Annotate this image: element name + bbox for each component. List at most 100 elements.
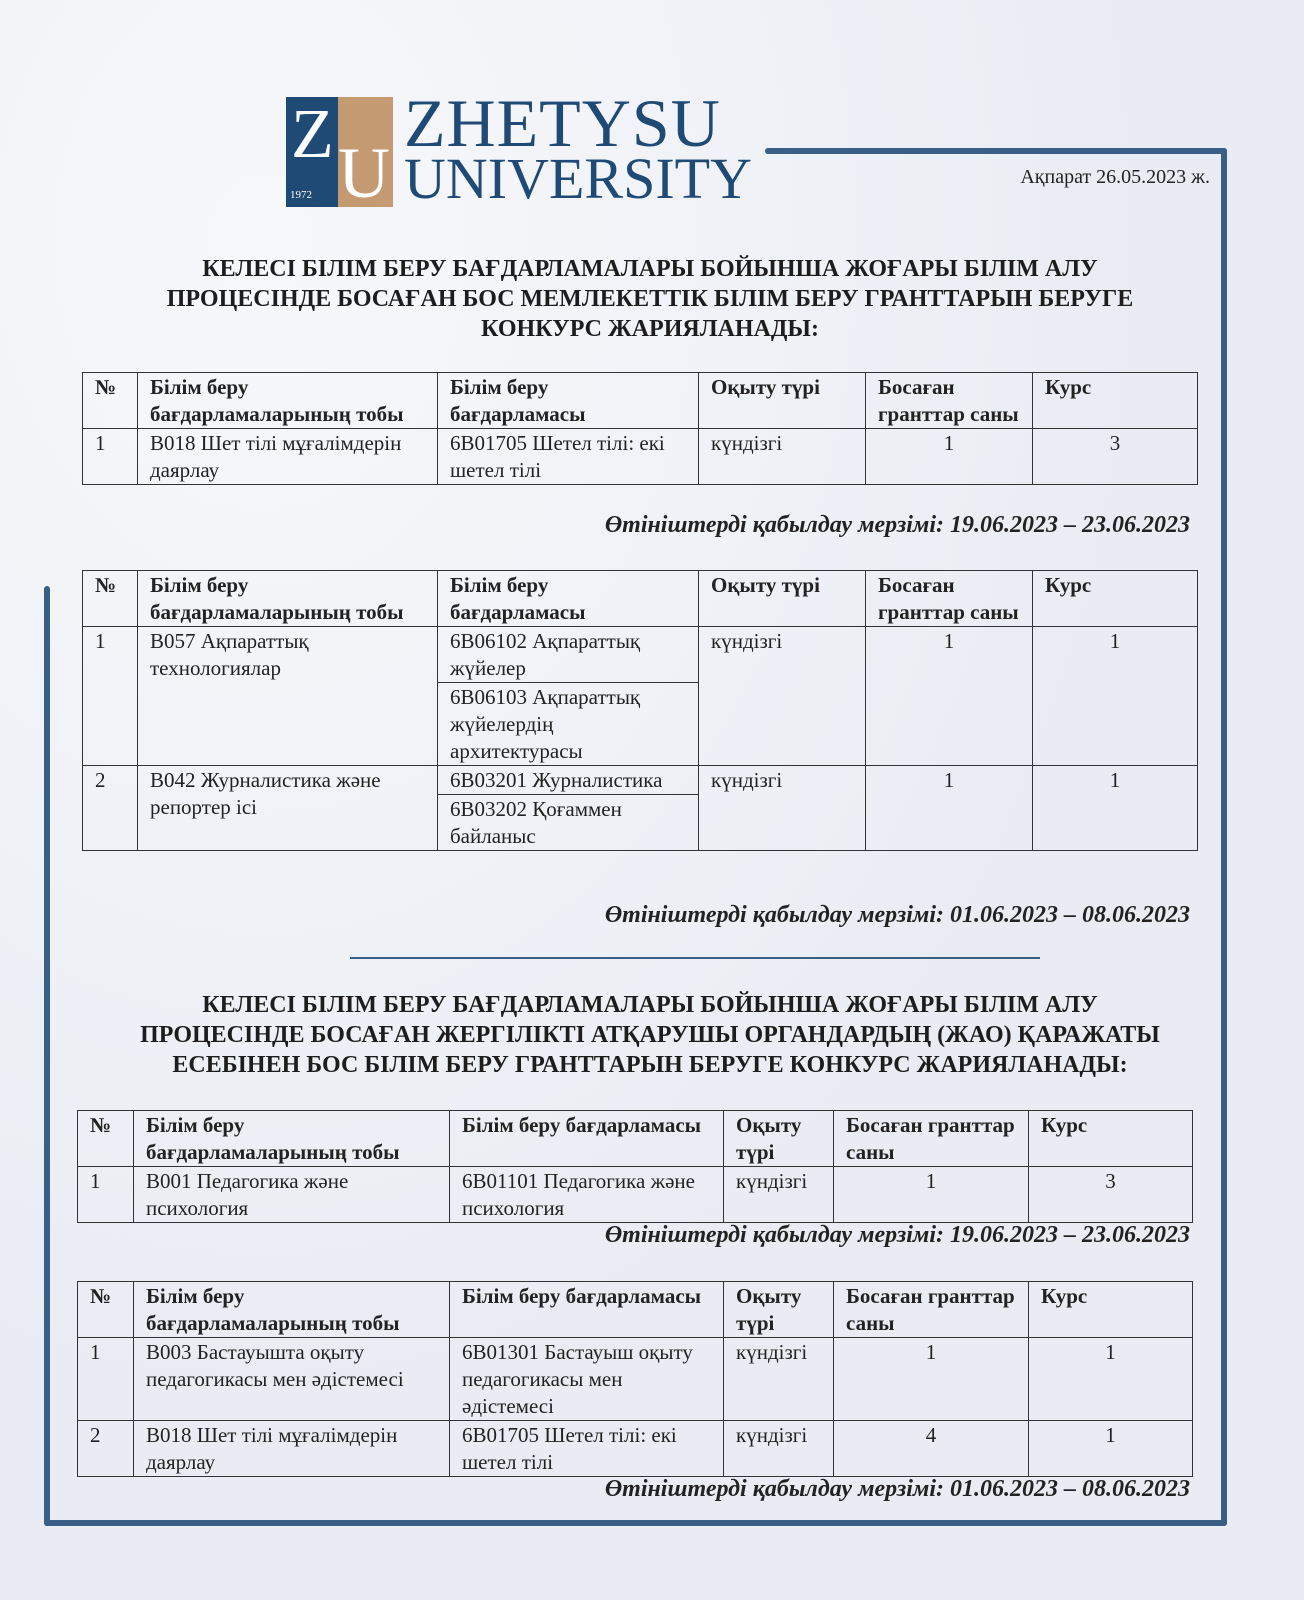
grant-count: 1 (865, 626, 1033, 766)
column-header: Білім беру бағдарламаларының тобы (137, 570, 438, 627)
column-header: Оқыту түрі (698, 570, 866, 627)
study-form: күндізгі (723, 1337, 834, 1421)
education-program: 6В01705 Шетел тілі: екі шетел тілі (437, 428, 699, 485)
heading-line: КОНКУРС ЖАРИЯЛАНАДЫ: (481, 316, 819, 342)
row-number: 2 (82, 765, 138, 851)
application-deadline: Өтініштерді қабылдау мерзімі: 01.06.2023… (604, 1476, 1190, 1502)
column-header: Білім беру бағдарламаларының тобы (133, 1110, 450, 1167)
column-header: Оқыту түрі (698, 372, 866, 429)
logo-u-block (338, 97, 393, 207)
study-form: күндізгі (698, 765, 866, 851)
course: 3 (1032, 428, 1198, 485)
frame-right (1221, 148, 1227, 1526)
heading-line: ПРОЦЕСІНДЕ БОСАҒАН ЖЕРГІЛІКТІ АТҚАРУШЫ О… (140, 1022, 1160, 1048)
table-row: 1 В018 Шет тілі мұғалімдерін даярлау 6В017… (82, 428, 1198, 485)
table-row: 6В03202 Қоғаммен байланыс (83, 794, 1198, 851)
education-program: 6В06102 Ақпараттық жүйелер (437, 626, 699, 683)
education-program: 6В01301 Бастауыш оқыту педагогикасы мен … (449, 1337, 724, 1421)
program-group: В057 Ақпараттық технологиялар (137, 626, 438, 766)
logo-u: U (338, 133, 390, 213)
table-header-row: № Білім беру бағдарламаларының тобы Білім … (77, 1110, 1193, 1167)
logo-z-block: Z 1972 (286, 96, 338, 207)
table-row: 1 В003 Бастауышта оқыту педагогикасы мен … (77, 1337, 1193, 1421)
program-group: В018 Шет тілі мұғалімдерін даярлау (137, 428, 438, 485)
logo-year: 1972 (290, 189, 312, 201)
education-program: 6В03202 Қоғаммен байланыс (437, 794, 699, 851)
heading-line: ПРОЦЕСІНДЕ БОСАҒАН БОС МЕМЛЕКЕТТІК БІЛІМ… (166, 286, 1134, 312)
column-header: Курс (1032, 570, 1198, 627)
table-header-row: № Білім беру бағдарламаларының тобы Білім … (77, 1281, 1193, 1338)
column-header: № (82, 372, 138, 429)
table-row: 1 В057 Ақпараттық технологиялар 6В06102 Ақ… (82, 626, 1198, 766)
heading-state-grants: КЕЛЕСІ БІЛІМ БЕРУ БАҒДАРЛАМАЛАРЫ БОЙЫНША… (60, 254, 1240, 344)
column-header: Білім беру бағдарламасы (449, 1110, 724, 1167)
grant-count: 1 (833, 1166, 1029, 1223)
column-header: Курс (1028, 1281, 1193, 1338)
study-form: күндізгі (723, 1166, 834, 1223)
application-deadline: Өтініштерді қабылдау мерзімі: 19.06.2023… (604, 512, 1190, 538)
application-deadline: Өтініштерді қабылдау мерзімі: 01.06.2023… (604, 902, 1190, 928)
table-row: 1 В001 Педагогика және психология 6В01101 … (77, 1166, 1193, 1223)
grant-count: 4 (833, 1420, 1029, 1477)
heading-line: КЕЛЕСІ БІЛІМ БЕРУ БАҒДАРЛАМАЛАРЫ БОЙЫНША… (202, 992, 1098, 1018)
program-group: В001 Педагогика және психология (133, 1166, 450, 1223)
course: 1 (1032, 626, 1198, 766)
column-header: № (82, 570, 138, 627)
row-number: 1 (77, 1337, 134, 1421)
education-program: 6В03201 Журналистика (437, 765, 699, 795)
column-header: Оқыту түрі (723, 1110, 834, 1167)
column-header: Білім беру бағдарламасы (437, 570, 699, 627)
table-header-row: № Білім беру бағдарламаларының тобы Білім … (82, 372, 1198, 429)
column-header: Босаған гранттар саны (833, 1110, 1029, 1167)
table-row: 2 В018 Шет тілі мұғалімдерін даярлау 6В017… (77, 1420, 1193, 1477)
row-number: 1 (77, 1166, 134, 1223)
course: 1 (1032, 765, 1198, 851)
program-group: В003 Бастауышта оқыту педагогикасы мен ә… (133, 1337, 450, 1421)
column-header: Босаған гранттар саны (865, 570, 1033, 627)
application-deadline: Өтініштерді қабылдау мерзімі: 19.06.2023… (604, 1222, 1190, 1248)
column-header: Оқыту түрі (723, 1281, 834, 1338)
logo-name-line1: ZHETYSU (404, 85, 721, 161)
column-header: Білім беру бағдарламасы (449, 1281, 724, 1338)
row-number: 2 (77, 1420, 134, 1477)
frame-bottom (44, 1520, 1227, 1526)
frame-left (44, 586, 50, 1526)
course: 1 (1028, 1337, 1193, 1421)
logo-name-line2: UNIVERSITY (404, 146, 752, 211)
grant-count: 1 (865, 765, 1033, 851)
course: 1 (1028, 1420, 1193, 1477)
row-number: 1 (82, 428, 138, 485)
column-header: № (77, 1281, 134, 1338)
table-header-row: № Білім беру бағдарламаларының тобы Білім … (82, 570, 1198, 627)
table-row: 2 В042 Журналистика және репортер ісі 6В03… (82, 765, 1198, 851)
column-header: Білім беру бағдарламасы (437, 372, 699, 429)
info-date: Ақпарат 26.05.2023 ж. (1020, 166, 1210, 188)
grants-table: № Білім беру бағдарламаларының тобы Білім … (82, 372, 1198, 485)
logo-z: Z (291, 96, 334, 173)
grant-count: 1 (865, 428, 1033, 485)
program-group: В042 Журналистика және репортер ісі (137, 765, 438, 851)
column-header: Босаған гранттар саны (865, 372, 1033, 429)
study-form: күндізгі (723, 1420, 834, 1477)
column-header: Курс (1032, 372, 1198, 429)
university-logo: Z 1972 U ZHETYSU UNIVERSITY (286, 89, 756, 213)
column-header: Курс (1028, 1110, 1193, 1167)
column-header: Босаған гранттар саны (833, 1281, 1029, 1338)
column-header: Білім беру бағдарламаларының тобы (133, 1281, 450, 1338)
education-program: 6В01705 Шетел тілі: екі шетел тілі (449, 1420, 724, 1477)
grants-table: № Білім беру бағдарламаларының тобы Білім … (77, 1281, 1193, 1477)
heading-line: ЕСЕБІНЕН БОС БІЛІМ БЕРУ ГРАНТТАРЫН БЕРУГ… (172, 1052, 1128, 1078)
section-divider (350, 957, 1040, 959)
grant-count: 1 (833, 1337, 1029, 1421)
grants-table: № Білім беру бағдарламаларының тобы Білім … (77, 1110, 1193, 1223)
study-form: күндізгі (698, 626, 866, 766)
row-number: 1 (82, 626, 138, 766)
table-row: 6В06103 Ақпараттық жүйелердің архитектур… (83, 682, 1198, 766)
heading-line: КЕЛЕСІ БІЛІМ БЕРУ БАҒДАРЛАМАЛАРЫ БОЙЫНША… (202, 256, 1098, 282)
education-program: 6В06103 Ақпараттық жүйелердің архитектур… (437, 682, 699, 766)
frame-top (765, 148, 1227, 154)
study-form: күндізгі (698, 428, 866, 485)
column-header: № (77, 1110, 134, 1167)
education-program: 6В01101 Педагогика және психология (449, 1166, 724, 1223)
grants-table: № Білім беру бағдарламаларының тобы Білім … (82, 570, 1198, 851)
